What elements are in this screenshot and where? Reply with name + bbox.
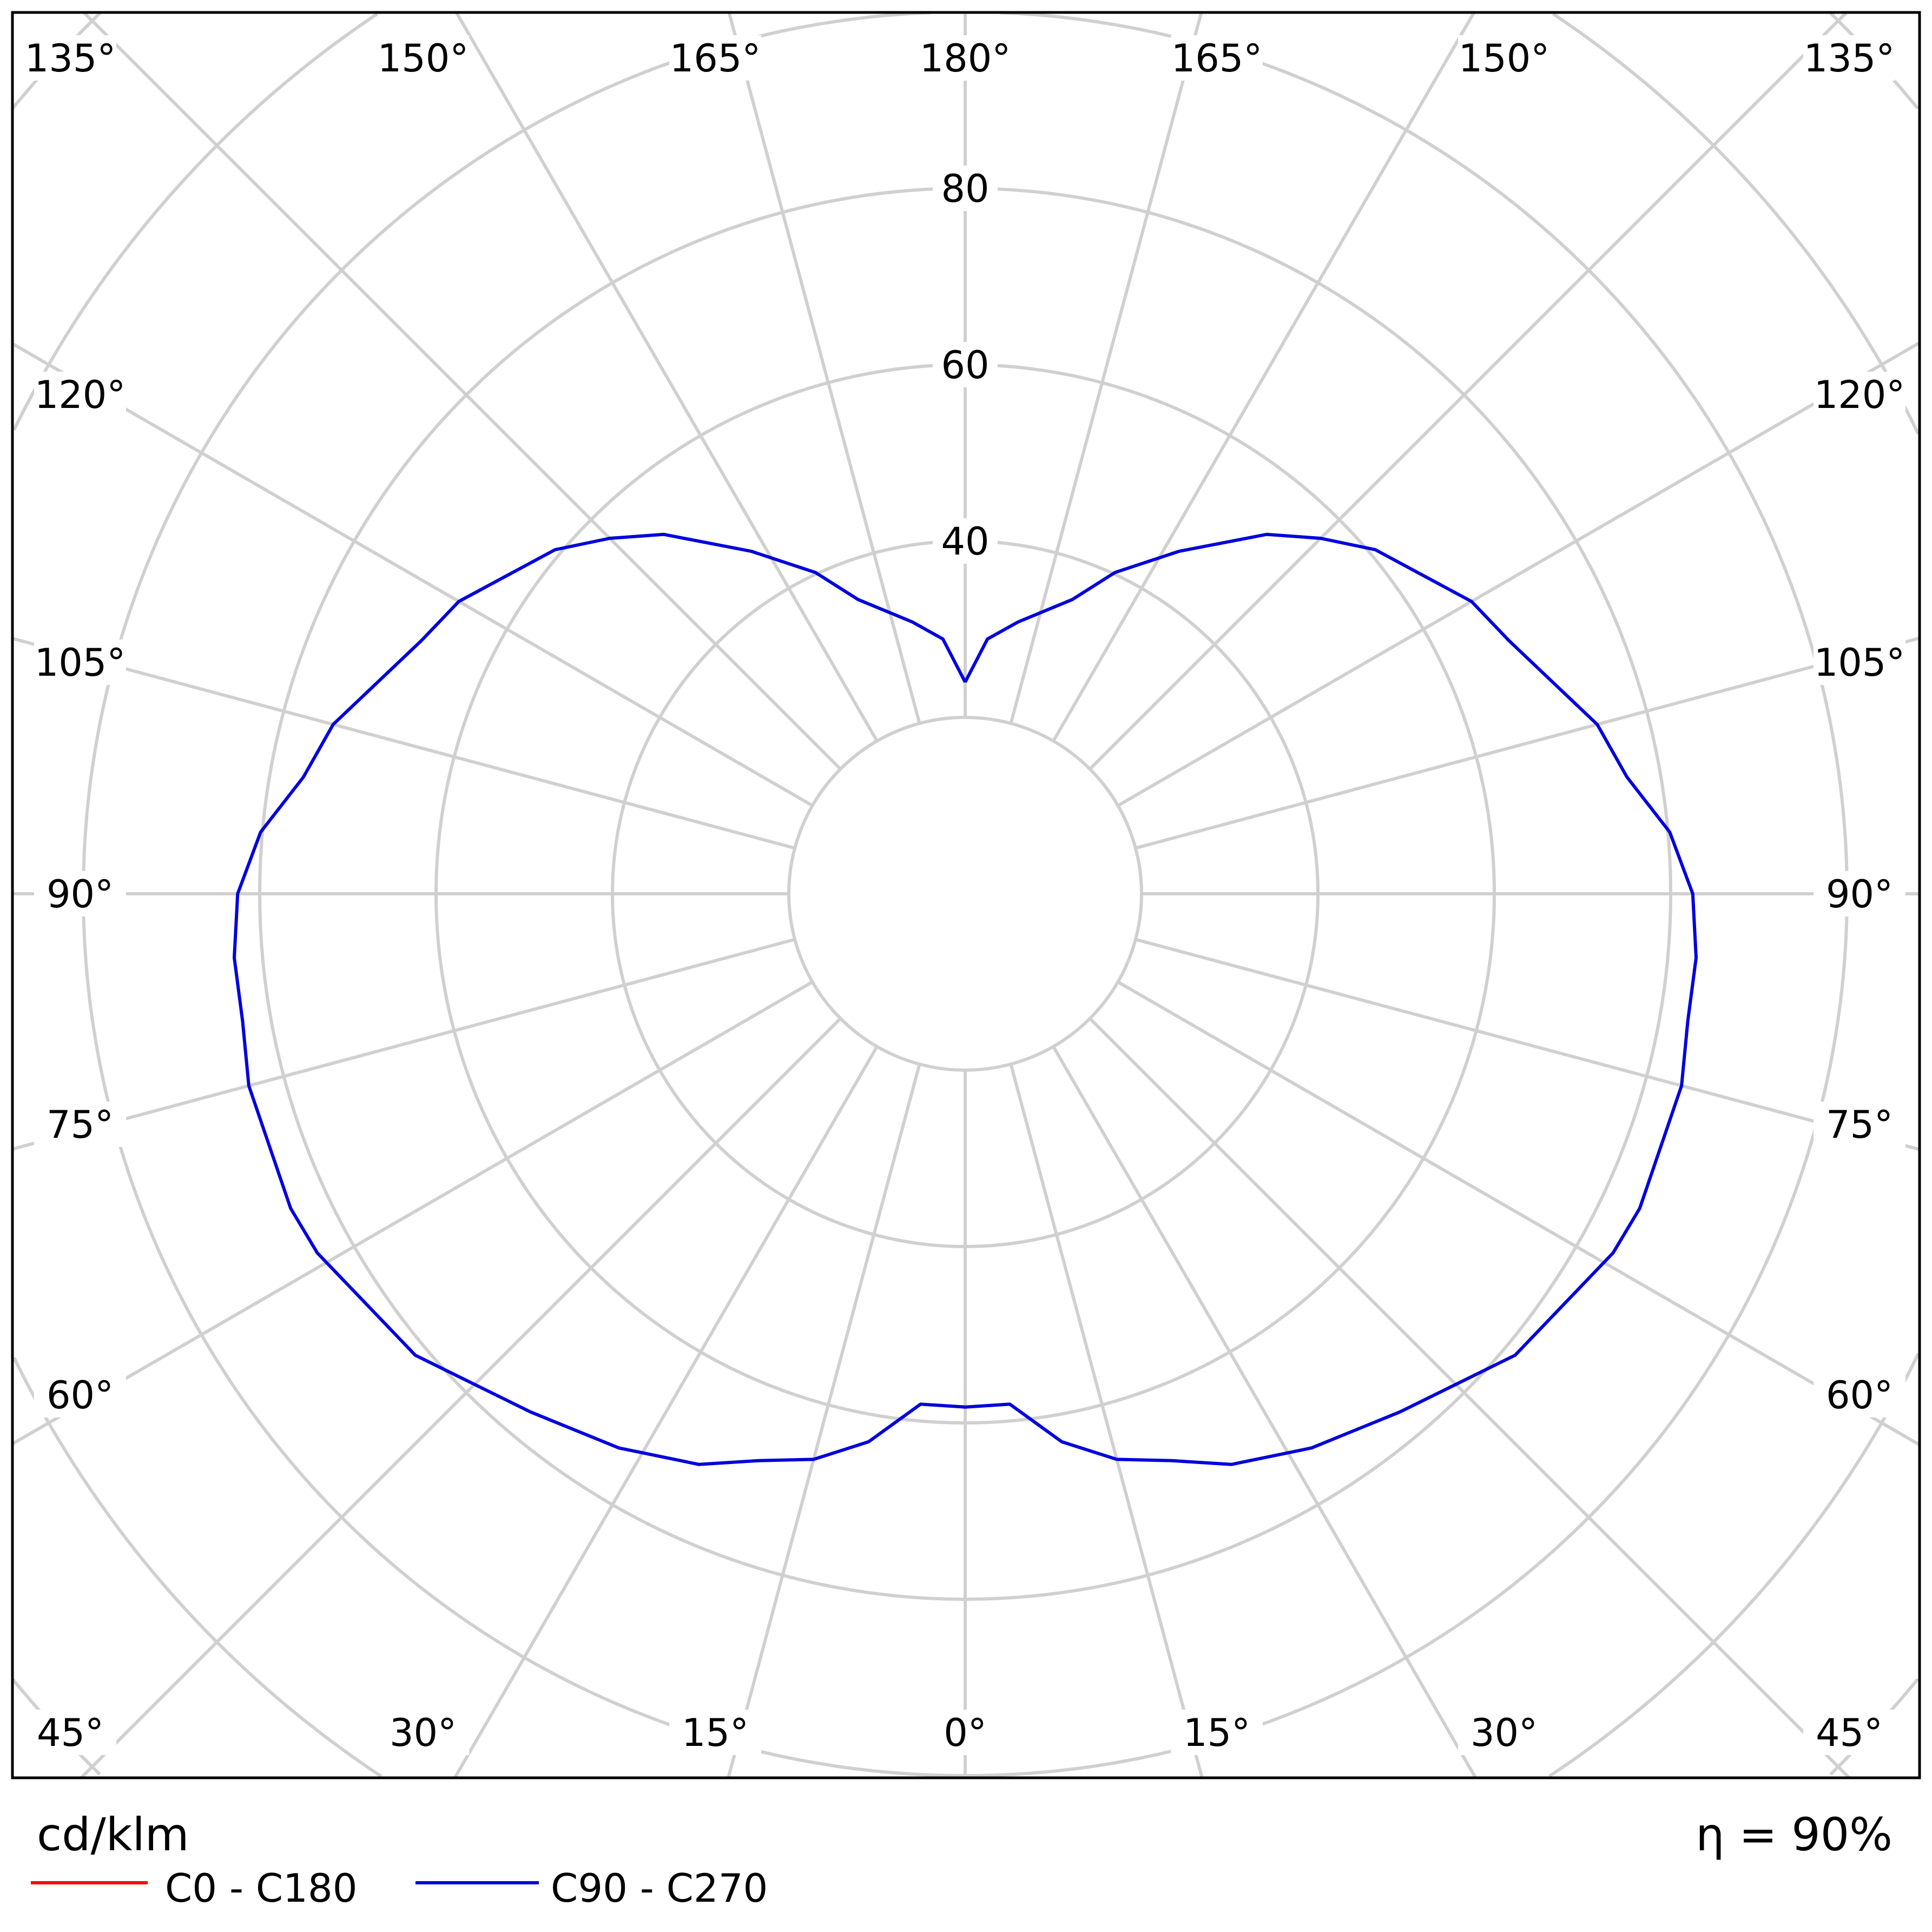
angle-label-bg <box>377 35 469 81</box>
angle-label-bg <box>34 639 126 685</box>
radial-gridline <box>1117 341 1921 807</box>
ring-gridline <box>12 12 1920 1778</box>
radial-labels: 40 60 80 <box>933 166 998 564</box>
angle-tick-label: 30° <box>1471 1711 1538 1755</box>
angle-tick-label: 180° <box>920 36 1011 81</box>
angle-tick-label: 150° <box>1459 36 1550 81</box>
angle-tick-label: 15° <box>682 1711 749 1755</box>
radial-label-bg <box>933 518 998 564</box>
angle-label-bg <box>1171 35 1263 81</box>
angle-label-bg <box>669 1710 761 1755</box>
legend-label-c90-c270: C90 - C270 <box>551 1865 768 1911</box>
angle-tick-label: 105° <box>1814 641 1905 685</box>
angle-label-bg <box>1814 871 1905 916</box>
angle-tick-label: 135° <box>25 36 116 81</box>
radial-gridline <box>1135 938 1920 1151</box>
angle-label-bg <box>377 1710 469 1755</box>
unit-label: cd/klm <box>37 1808 189 1861</box>
angle-tick-label: 75° <box>47 1103 114 1147</box>
angle-tick-label: 15° <box>1183 1711 1250 1755</box>
angle-tick-label: 165° <box>670 36 761 81</box>
radial-tick-label: 40 <box>941 519 989 564</box>
angle-label-bg <box>1814 1372 1905 1417</box>
radial-gridline <box>1117 980 1921 1447</box>
radial-gridline <box>12 938 795 1151</box>
radial-gridline <box>11 342 814 807</box>
angle-tick-label: 90° <box>47 872 114 916</box>
angle-label-bg <box>919 1710 1011 1755</box>
radial-tick-label: 60 <box>941 343 989 387</box>
angle-tick-label: 165° <box>1171 36 1263 81</box>
angle-labels: 135° 150° 165° 180° 165° 150° 135° 45° 30° 15° 0° 1… <box>24 35 1905 1755</box>
radial-label-bg <box>933 342 998 387</box>
angle-tick-label: 120° <box>35 373 126 417</box>
angle-tick-label: 60° <box>1826 1373 1893 1417</box>
angle-tick-label: 45° <box>37 1711 104 1755</box>
angle-label-bg <box>1814 1102 1905 1147</box>
radial-gridline <box>12 637 795 850</box>
efficiency-label: η = 90% <box>1696 1808 1893 1861</box>
angle-tick-label: 0° <box>944 1711 987 1755</box>
radial-gridline <box>727 1064 921 1778</box>
angle-label-bg <box>34 1372 126 1417</box>
angle-tick-label: 45° <box>1816 1711 1883 1755</box>
radial-gridline <box>1089 11 1848 770</box>
angle-label-bg <box>24 35 116 81</box>
angle-tick-label: 60° <box>47 1373 114 1417</box>
angle-label-bg <box>34 372 126 417</box>
angle-label-bg <box>1814 639 1905 685</box>
angle-label-bg <box>1171 1710 1263 1755</box>
angle-label-bg <box>34 871 126 916</box>
angle-tick-label: 75° <box>1826 1103 1893 1147</box>
legend-label-c0-c180: C0 - C180 <box>165 1865 358 1911</box>
angle-tick-label: 135° <box>1804 36 1895 81</box>
radial-gridline <box>11 980 814 1446</box>
angle-label-bg <box>24 1710 116 1755</box>
curves <box>233 532 1698 1466</box>
radial-gridline <box>1009 12 1203 724</box>
radial-gridline <box>80 1017 842 1779</box>
radial-gridline <box>727 12 921 724</box>
angle-tick-label: 120° <box>1814 373 1905 417</box>
angle-label-bg <box>1814 372 1905 417</box>
radial-gridline <box>1089 1017 1851 1779</box>
chart-frame <box>11 11 1921 1779</box>
radial-gridline <box>1052 11 1476 742</box>
radial-gridline <box>82 11 842 770</box>
angle-label-bg <box>34 1102 126 1147</box>
angle-label-bg <box>669 35 761 81</box>
radial-gridline <box>1009 1064 1204 1778</box>
angle-label-bg <box>1803 1710 1895 1755</box>
angle-label-bg <box>1458 1710 1550 1755</box>
angle-tick-label: 150° <box>378 36 469 81</box>
angle-tick-label: 105° <box>35 641 126 685</box>
ring-gridline <box>787 716 1143 1072</box>
angle-label-bg <box>1803 35 1895 81</box>
angle-tick-label: 30° <box>390 1711 457 1755</box>
radial-gridline <box>453 1045 879 1779</box>
curve-c90-c270 <box>233 532 1698 1466</box>
radial-gridline <box>454 11 879 742</box>
radial-gridline <box>1052 1045 1477 1779</box>
radial-label-bg <box>933 166 998 211</box>
angle-label-bg <box>919 35 1011 81</box>
angle-label-bg <box>1458 35 1550 81</box>
radial-gridline <box>1135 636 1920 850</box>
grid <box>11 11 1921 1779</box>
radial-tick-label: 80 <box>941 167 989 211</box>
angle-tick-label: 90° <box>1826 872 1893 916</box>
